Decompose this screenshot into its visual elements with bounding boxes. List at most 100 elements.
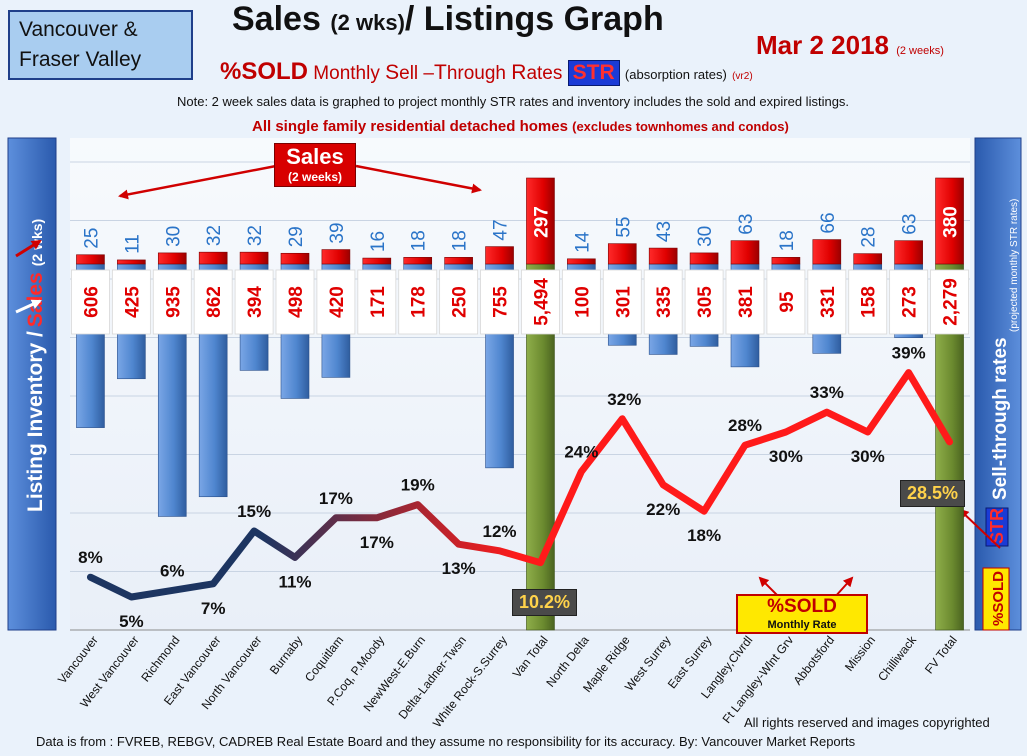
sales-bar: [280, 252, 310, 265]
sales-value-label: 18: [409, 230, 430, 251]
sales-arrow-right: [355, 164, 482, 194]
subtitle-part-a: Monthly: [313, 63, 386, 84]
x-tick-label: White Rock-S.Surrey: [430, 633, 510, 730]
sales-bar: [444, 257, 473, 265]
listing-label-bg: [480, 269, 519, 335]
str-value-label: 15%: [237, 502, 271, 521]
sales-bar: [689, 252, 719, 265]
sales-bar: [853, 253, 883, 265]
listing-label-bg: [930, 269, 969, 335]
absorption-note: (absorption rates): [624, 67, 727, 82]
sales-value-label: 47: [491, 219, 512, 240]
data-note: Note: 2 week sales data is graphed to pr…: [177, 94, 850, 109]
listing-value-label: 755: [491, 286, 512, 318]
x-tick-label: Abbotsford: [790, 633, 837, 687]
listing-value-label: 381: [736, 286, 757, 318]
str-value-label: 17%: [360, 533, 394, 552]
sales-bar: [607, 243, 637, 265]
subtitle-part-d: ates: [526, 63, 563, 84]
str-value-label: 17%: [319, 489, 353, 508]
scope-main: All single family residential detached h…: [252, 118, 568, 135]
str-value-label: 30%: [769, 447, 803, 466]
title-small: (2 wks): [330, 10, 405, 35]
listing-label-bg: [521, 269, 560, 335]
str-value-label: 5%: [119, 612, 144, 631]
sold-callout-sub: Monthly Rate: [767, 619, 837, 631]
listing-value-label: 305: [695, 286, 716, 318]
listing-label-bg: [275, 269, 315, 335]
x-tick-label: Van Total: [510, 633, 551, 680]
right-axis-label: Sell-through rates: [990, 337, 1011, 500]
sales-bars: [76, 177, 964, 265]
version-note: (vr2): [732, 71, 753, 82]
sales-bar: [935, 177, 964, 265]
sold-callout-title: %SOLD: [767, 596, 837, 617]
report-date: Mar 2 2018 (2 weeks): [756, 30, 944, 61]
x-tick-label: Chilliwack: [875, 632, 919, 683]
str-value-label: 6%: [160, 561, 185, 580]
sales-bar: [198, 251, 228, 265]
listing-value-label: 171: [368, 286, 389, 318]
subtitle-part-c: hrough: [446, 63, 512, 84]
sales-value-label: 55: [613, 217, 634, 238]
sales-bar: [648, 247, 678, 265]
str-value-label: 22%: [646, 500, 680, 519]
sales-value-label: 18: [777, 230, 798, 251]
str-line: [86, 369, 954, 601]
listing-labels: 606 425 935 862 394 498 420 171 178 250 755 5,494 10…: [71, 269, 969, 335]
sales-bar: [567, 258, 596, 265]
region-line-2: Fraser Valley: [19, 48, 142, 71]
listing-value-label: 273: [900, 286, 921, 318]
str-badge: STR: [567, 60, 620, 86]
sales-bar: [812, 239, 842, 265]
listing-label-bg: [848, 269, 888, 335]
sales-bar: [485, 246, 514, 265]
scope-small: (excludes townhomes and condos): [572, 119, 789, 134]
sales-value-label: 29: [286, 226, 307, 247]
van-total-str-badge: 10.2%: [512, 589, 578, 616]
sales-bar: [76, 254, 105, 265]
listing-value-label: 331: [818, 286, 839, 318]
subtitle-cap-b: T: [433, 61, 447, 84]
listing-value-label: 335: [654, 286, 675, 318]
sales-callout-title: Sales: [286, 144, 344, 169]
listing-label-bg: [643, 269, 683, 335]
region-line-1: Vancouver &: [19, 18, 138, 41]
sales-value-label: 14: [572, 231, 593, 253]
listing-label-bg: [234, 269, 274, 335]
x-tick-label: FV Total: [922, 633, 960, 676]
title-rest: / Listings Graph: [404, 0, 664, 38]
left-sales-arrow: [15, 239, 42, 258]
sales-value-label: 43: [654, 221, 675, 242]
sales-bar: [362, 257, 392, 265]
sales-value-label: 11: [122, 234, 143, 254]
sales-bar: [771, 257, 801, 265]
str-series-line: [86, 369, 954, 601]
str-labels: 8% 5% 6% 7% 15% 11% 17% 17% 19% 13% 12% 24% 32% 22% 18…: [78, 344, 925, 631]
listing-label-bg: [193, 269, 233, 335]
listing-value-label: 5,494: [531, 278, 552, 326]
sales-bar: [321, 249, 351, 265]
listing-value-label: 420: [327, 286, 348, 318]
page-title: Sales (2 wks)/ Listings Graph: [232, 0, 664, 39]
sales-bar: [526, 177, 555, 265]
str-value-label: 18%: [687, 526, 721, 545]
x-tick-label: Mission: [842, 633, 878, 674]
left-axis-panel: [7, 137, 57, 631]
sales-value-label: 63: [736, 214, 757, 235]
scope-note: All single family residential detached h…: [252, 118, 789, 135]
subtitle-sold: %SOLD: [220, 58, 309, 85]
x-tick-label: Ft Langley-Wlnt Grv: [720, 633, 797, 726]
sales-value-label: 39: [327, 222, 348, 243]
right-axis-sublabel: (projected monthly STR rates): [1009, 199, 1020, 332]
listing-value-label: 394: [245, 286, 266, 318]
subtitle: %SOLD Monthly Sell –Through Rates STR (a…: [220, 58, 753, 86]
subtitle-cap-c: R: [511, 61, 527, 84]
listing-value-label: 2,279: [941, 278, 962, 326]
listing-label-bg: [602, 269, 642, 335]
sales-labels: 25 11 30 32 32 29 39 16 18 18 47 297 14 55 43 30 63 18 66 2…: [81, 206, 961, 254]
listing-value-label: 498: [286, 286, 307, 318]
sales-value-label: 63: [900, 214, 921, 235]
